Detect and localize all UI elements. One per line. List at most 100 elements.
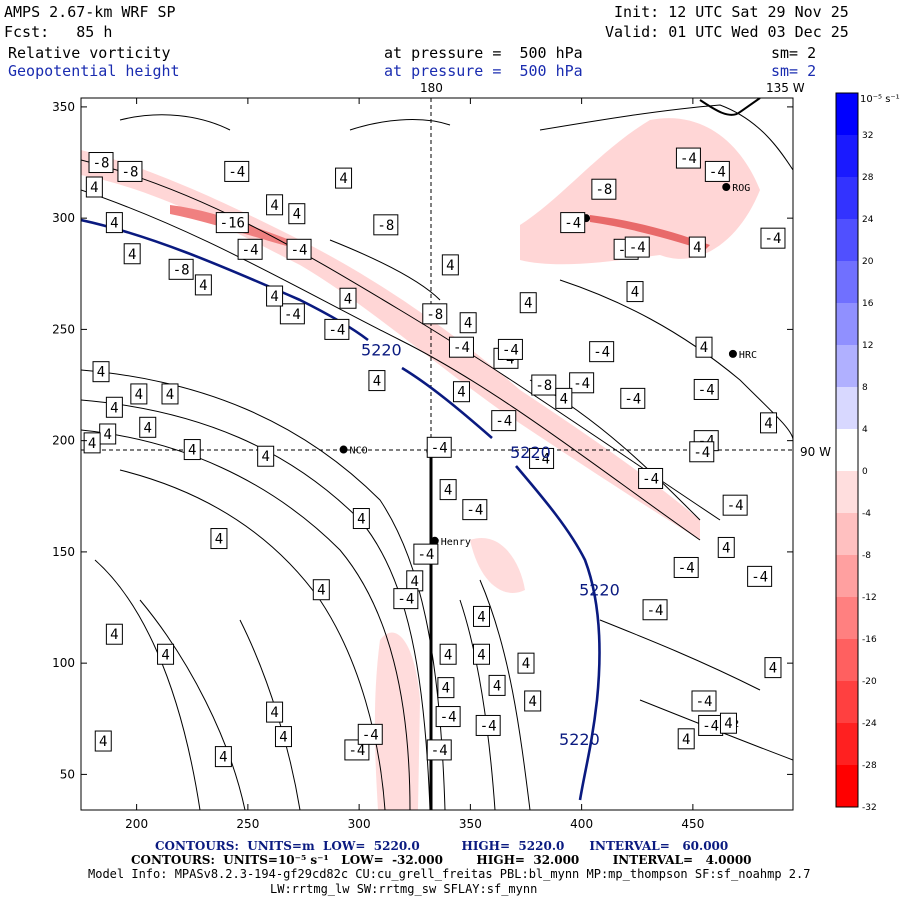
vorticity-label-text: -4: [680, 151, 697, 167]
vorticity-label-box: [459, 312, 477, 334]
vorticity-contour-label: 4: [339, 287, 357, 309]
vorticity-contour-label: -4: [642, 599, 668, 621]
vorticity-contour-label: -4: [589, 341, 615, 363]
vorticity-contour-label: -4: [760, 227, 786, 249]
vorticity-label-text: 4: [219, 750, 227, 766]
colorbar-level-label: -28: [862, 761, 877, 771]
vorticity-label-box: [105, 212, 123, 234]
vorticity-contour-label: 4: [94, 730, 112, 752]
colorbar-frame: [835, 92, 859, 808]
station-label: LVA: [645, 85, 663, 96]
y-tick-label: 100: [52, 656, 75, 670]
vorticity-label-box: [717, 536, 735, 558]
vorticity-label-box: [279, 303, 305, 325]
vorticity-label-box: [719, 712, 737, 734]
vorticity-label-text: -16: [220, 216, 245, 232]
vorticity-label-text: -4: [466, 503, 483, 519]
vorticity-label-box: [624, 236, 650, 258]
vorticity-label-text: 4: [103, 427, 111, 443]
vorticity-label-text: -4: [480, 718, 497, 734]
meridian-135w-label: 135 W: [766, 81, 805, 95]
station-marker: [430, 536, 439, 545]
vorticity-label-text: -4: [417, 547, 434, 563]
vorticity-label-box: [194, 274, 212, 296]
vorticity-label-text: -4: [440, 710, 457, 726]
meridian-180-label: 180: [420, 81, 443, 95]
vorticity-contour-label: -4: [675, 147, 701, 169]
vorticity-contour-label: 4: [406, 570, 424, 592]
model-info-physics: LW:rrtmg_lw SW:rrtmg_sw SFLAY:sf_mynn: [270, 882, 538, 896]
vorticity-contour-label: -4: [698, 714, 724, 736]
vorticity-contour-label: 4: [83, 432, 101, 454]
field2-level: at pressure = 500 hPa: [384, 62, 583, 80]
colorbar-swatch: [836, 513, 858, 555]
height-contour-label: 5220: [510, 443, 551, 462]
vorticity-contour-label: 4: [85, 176, 103, 198]
height-contour-label: 5220: [579, 581, 620, 600]
vorticity-label-box: [695, 336, 713, 358]
vorticity-label-box: [139, 416, 157, 438]
colorbar-level-label: -20: [862, 677, 877, 687]
vorticity-contour-label: 4: [157, 643, 175, 665]
vorticity-contour-label: -4: [624, 236, 650, 258]
vorticity-contour-label: -8: [373, 214, 399, 236]
vorticity-label-box: [183, 439, 201, 461]
vorticity-label-box: [764, 657, 782, 679]
vorticity-label-text: 4: [135, 387, 143, 403]
y-tick-label: 300: [52, 211, 75, 225]
vorticity-label-text: -4: [397, 592, 414, 608]
vorticity-label-text: 4: [693, 240, 701, 256]
vorticity-label-text: -4: [328, 322, 345, 338]
vorticity-contour-label: 4: [760, 412, 778, 434]
x-tick-label: 250: [236, 817, 259, 831]
vorticity-label-box: [439, 479, 457, 501]
vorticity-label-text: -4: [431, 440, 448, 456]
vorticity-contour-label: -4: [704, 160, 730, 182]
vorticity-label-text: -4: [453, 340, 470, 356]
vorticity-label-box: [488, 674, 506, 696]
vorticity-label-text: 4: [199, 278, 207, 294]
vorticity-label-text: 4: [97, 365, 105, 381]
vorticity-contour-label: -4: [357, 723, 383, 745]
vorticity-label-box: [704, 160, 730, 182]
vorticity-label-box: [689, 441, 715, 463]
vorticity-label-text: 4: [339, 171, 347, 187]
vorticity-label-text: 4: [344, 291, 352, 307]
vorticity-label-box: [626, 281, 644, 303]
vorticity-contour-label: 4: [439, 643, 457, 665]
vorticity-label-box: [519, 292, 537, 314]
vorticity-label-box: [161, 383, 179, 405]
vorticity-contour-label: -4: [620, 387, 646, 409]
station-marker: [635, 85, 643, 93]
vorticity-label-box: [531, 374, 557, 396]
field2-name: Geopotential height: [8, 62, 180, 80]
colorbar-level-label: 20: [862, 257, 874, 267]
valid-time: Valid: 01 UTC Wed 03 Dec 25: [605, 23, 849, 41]
colorbar-swatch: [836, 303, 858, 345]
vorticity-label-box: [288, 203, 306, 225]
vorticity-label-text: -8: [93, 156, 110, 172]
vorticity-label-box: [760, 227, 786, 249]
vorticity-colorbar: 32 28 24 20 16 12 8 4 0 -4 -8 -12 -16 -20 -24 -28 -32: [835, 92, 877, 813]
vorticity-contour-label: -4: [747, 565, 773, 587]
vorticity-label-box: [560, 212, 586, 234]
vorticity-label-text: 4: [188, 443, 196, 459]
vorticity-label-text: -4: [564, 216, 581, 232]
colorbar-level-label: 12: [862, 341, 873, 351]
vorticity-label-box: [157, 643, 175, 665]
vorticity-label-box: [426, 436, 452, 458]
vorticity-label-box: [88, 152, 114, 174]
vorticity-contour-label: 4: [437, 677, 455, 699]
vorticity-label-box: [673, 556, 699, 578]
colorbar-swatch: [836, 723, 858, 765]
vorticity-label-box: [437, 677, 455, 699]
vorticity-label-box: [393, 588, 419, 610]
x-tick-label: 400: [570, 817, 593, 831]
vorticity-label-box: [677, 728, 695, 750]
vorticity-contour-label: -4: [426, 739, 452, 761]
vorticity-label-text: -4: [693, 445, 710, 461]
vorticity-label-text: -4: [647, 603, 664, 619]
vorticity-label-text: -4: [431, 743, 448, 759]
colorbar-swatch: [836, 429, 858, 471]
